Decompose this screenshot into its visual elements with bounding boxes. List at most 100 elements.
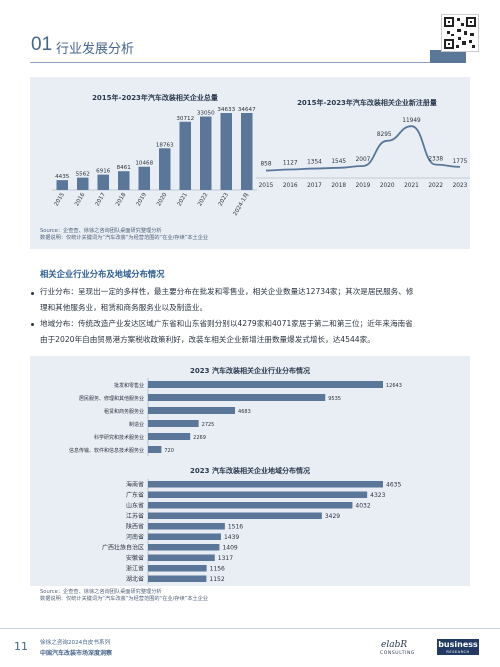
data-label: 1152 [209, 576, 224, 583]
category-label: 浙江省 [126, 565, 144, 573]
paragraph-line: 行业分布：呈现出一定的多样性，最主要分布在批发和零售业，相关企业数量达12734… [40, 287, 414, 296]
data-label: 8461 [117, 165, 132, 171]
bullet-dot [31, 292, 34, 295]
data-label: 1516 [228, 524, 243, 531]
data-label: 4635 [386, 482, 401, 489]
x-tick-label: 2020 [380, 183, 395, 189]
data-label: 4435 [55, 174, 70, 180]
bar [148, 533, 221, 540]
business-research-logo: business [437, 639, 479, 655]
data-label: 1156 [210, 566, 225, 573]
category-label: 租赁和商务服务业 [104, 408, 144, 415]
footer-divider [0, 628, 500, 629]
category-label: 广东省 [126, 491, 144, 499]
header-divider [30, 62, 442, 63]
data-label: 30712 [176, 116, 194, 122]
bar [148, 420, 199, 427]
category-label: 居民服务、修理和其他服务业 [79, 395, 144, 402]
x-tick-label: 2022 [428, 183, 443, 189]
data-label: 1545 [331, 159, 346, 165]
category-label: 制造业 [129, 421, 144, 428]
x-tick-label: 2017 [95, 192, 108, 208]
category-label: 陕西省 [126, 523, 144, 531]
source-note-bottom: Source：企查查、徐徐之咨询团队桌面研究整理分析 数据说明：仅统计关键词为“… [40, 589, 208, 603]
data-label: 33050 [197, 111, 215, 117]
bar [241, 113, 253, 190]
hbar-chart-region: 海南省 4635 广东省 4323 山东省 4032 江苏省 3429 陕西省 1516 河南省 14… [102, 479, 401, 584]
bar [148, 554, 215, 561]
x-tick-label: 2015 [54, 192, 67, 208]
category-label: 山东省 [126, 502, 144, 510]
series-line [265, 125, 461, 172]
x-tick-label: 2021 [177, 192, 190, 208]
category-label: 海南省 [126, 481, 144, 489]
data-note-line: 数据说明：仅统计关键词为“汽车改装”为经营范围的“在业/存续”本土企业 [40, 235, 209, 241]
section-heading: 相关企业行业分布及地域分布情况 [40, 269, 165, 279]
bar [118, 171, 130, 190]
data-label: 18763 [156, 142, 174, 148]
category-label: 湖北省 [126, 575, 144, 583]
x-tick-label: 2017 [307, 183, 322, 189]
x-tick-label: 2018 [331, 183, 346, 189]
data-label: 34633 [217, 107, 235, 113]
chart-title-industry: 2023 汽车改装相关企业行业分布情况 [190, 367, 310, 375]
bar [148, 481, 383, 488]
bar [138, 166, 150, 190]
bar [200, 116, 212, 190]
data-label: 4683 [238, 409, 251, 415]
bar [148, 544, 220, 551]
category-label: 信息传输、软件和信息技术服务业 [69, 447, 144, 454]
x-tick-label: 2016 [283, 183, 298, 189]
brand-logo-sub: CONSULTING [380, 651, 416, 656]
bar [148, 565, 207, 572]
data-label: 1317 [218, 555, 233, 562]
qr-code-icon [441, 14, 479, 52]
data-label: 12643 [386, 383, 402, 389]
x-tick-label: 2015 [259, 183, 274, 189]
bar [148, 446, 162, 453]
chart-title-new: 2015年-2023年汽车改装相关企业新注册量 [297, 99, 437, 107]
bar [159, 148, 171, 190]
business-research-logo-sub: RESEARCH [446, 650, 470, 654]
data-label: 3429 [325, 513, 340, 520]
bar [148, 575, 207, 582]
category-label: 科学研究和技术服务业 [94, 434, 144, 441]
data-label: 858 [260, 162, 271, 168]
bar [148, 394, 326, 401]
bullet-dot [31, 323, 34, 326]
page-number: 11 [14, 640, 28, 653]
bar [148, 502, 353, 509]
data-label: 2725 [202, 422, 215, 428]
data-label: 2007 [356, 157, 371, 163]
data-label: 2338 [428, 157, 443, 163]
data-label: 9535 [328, 396, 341, 402]
category-label: 江苏省 [126, 512, 144, 520]
data-label: 4032 [355, 503, 370, 510]
x-tick-label: 2019 [136, 192, 149, 208]
paragraph-line: 理和其他服务业，租赁和商务服务业以及制造业。 [40, 303, 208, 312]
x-tick-label: 2023 [218, 192, 231, 208]
bar [77, 177, 89, 190]
data-label: 1439 [224, 534, 239, 541]
bar [148, 433, 191, 440]
data-label: 8295 [377, 132, 392, 138]
bar [148, 512, 322, 519]
line-chart-new-registrations: 858 2015 1127 2016 1354 2017 1545 2018 2007 2019 8… [256, 118, 470, 189]
category-label: 安徽省 [126, 554, 144, 562]
brand-logo: elabR [381, 640, 408, 650]
x-tick-label: 2021 [404, 183, 419, 189]
x-tick-label: 2024-1月 [232, 192, 251, 218]
chart-title-region: 2023 汽车改装相关企业地域分布情况 [190, 467, 310, 475]
industry-distribution-paragraph: 行业分布：呈现出一定的多样性，最主要分布在批发和零售业，相关企业数量达12734… [40, 284, 480, 316]
regional-distribution-paragraph: 地域分布：传统改造产业发达区域广东省和山东省则分别以4279家和4071家居于第… [40, 316, 480, 348]
bar-chart-total-enterprises: 4435 2015 5562 2016 6916 2017 8461 2018 10468 201… [52, 107, 257, 218]
category-label: 广西壮族自治区 [102, 544, 144, 552]
bar [148, 491, 368, 498]
bar [56, 180, 68, 190]
x-tick-label: 2020 [156, 192, 169, 208]
data-label: 1409 [222, 545, 237, 552]
paragraph-line: 地域分布：传统改造产业发达区域广东省和山东省则分别以4279家和4071家居于第… [40, 319, 413, 328]
source-note-top: Source：企查查、徐徐之咨询团队桌面研究整理分析 数据说明：仅统计关键词为“… [40, 228, 208, 242]
bar [97, 174, 109, 190]
data-label: 4323 [370, 492, 385, 499]
